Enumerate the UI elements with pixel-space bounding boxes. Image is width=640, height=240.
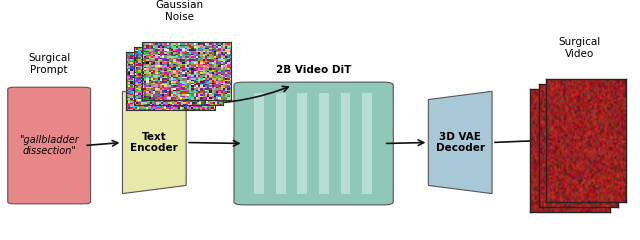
Text: Gaussian
Noise: Gaussian Noise: [156, 0, 204, 22]
Text: Surgical
Video: Surgical Video: [559, 37, 601, 59]
Polygon shape: [428, 91, 492, 194]
Bar: [298, 93, 307, 194]
Bar: [254, 93, 264, 194]
Bar: [276, 93, 285, 194]
Text: "gallbladder
dissection": "gallbladder dissection": [19, 135, 79, 156]
Text: 2B Video DiT: 2B Video DiT: [276, 65, 351, 75]
FancyBboxPatch shape: [234, 82, 394, 205]
FancyBboxPatch shape: [8, 87, 91, 204]
Bar: [362, 93, 372, 194]
Polygon shape: [122, 91, 186, 194]
Text: 3D VAE
Decoder: 3D VAE Decoder: [436, 132, 484, 153]
Bar: [340, 93, 350, 194]
Bar: [319, 93, 329, 194]
Text: Text
Encoder: Text Encoder: [131, 132, 178, 153]
Text: Surgical
Prompt: Surgical Prompt: [28, 53, 70, 75]
